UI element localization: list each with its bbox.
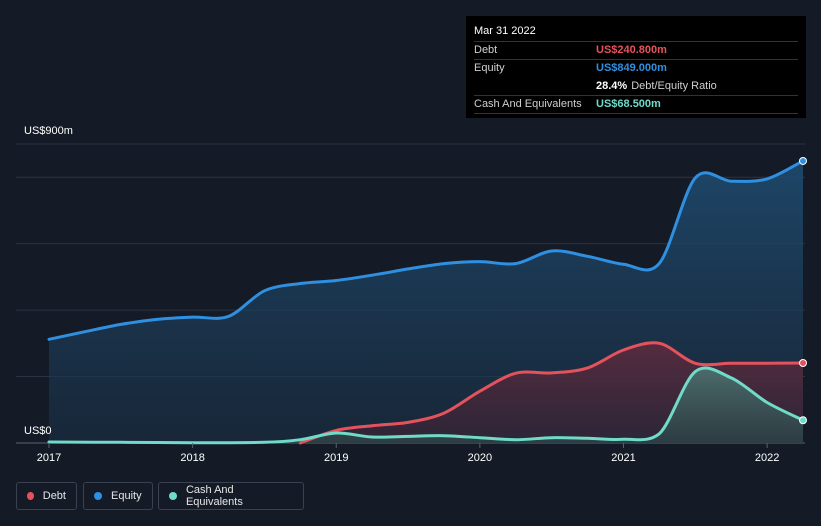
legend-cash[interactable]: Cash And Equivalents	[158, 482, 304, 510]
series-end-markers	[799, 156, 807, 425]
y-axis-bottom-label: US$0	[24, 425, 52, 437]
tooltip-panel: Mar 31 2022 Debt US$240.800m Equity US$8…	[466, 16, 806, 118]
tooltip-equity-row: Equity US$849.000m	[474, 59, 798, 77]
tooltip-equity-value: US$849.000m	[596, 62, 667, 74]
legend-equity[interactable]: Equity	[83, 482, 153, 510]
legend-equity-label: Equity	[111, 490, 142, 502]
series-areas	[49, 160, 803, 443]
x-tick-label: 2021	[611, 452, 635, 464]
equity-end-marker[interactable]	[799, 156, 807, 165]
x-axis-ticks: 2017 2018 2019 2020 2021 2022	[37, 443, 779, 464]
cash-line	[47, 366, 805, 445]
x-tick-label: 2017	[37, 452, 61, 464]
x-tick-label: 2018	[180, 452, 204, 464]
cash-area	[49, 368, 803, 443]
cash-end-marker[interactable]	[799, 416, 807, 425]
equity-dot-icon	[94, 492, 102, 500]
tooltip-debt-value: US$240.800m	[596, 44, 667, 56]
cash-dot-icon	[169, 492, 177, 500]
tooltip-cash-label: Cash And Equivalents	[474, 98, 582, 110]
equity-line	[47, 159, 805, 341]
tooltip-cash-row: Cash And Equivalents US$68.500m	[474, 95, 798, 114]
debt-line	[298, 341, 805, 445]
debt-end-marker[interactable]	[799, 359, 807, 368]
legend-debt-label: Debt	[42, 490, 66, 502]
series-lines	[47, 159, 805, 445]
tooltip-ratio-row: 28.4% Debt/Equity Ratio	[474, 77, 798, 95]
x-tick-label: 2019	[324, 452, 348, 464]
legend-cash-label: Cash And Equivalents	[185, 484, 243, 508]
tooltip-date: Mar 31 2022	[474, 25, 536, 37]
x-tick-label: 2020	[468, 452, 492, 464]
tooltip-debt-row: Debt US$240.800m	[474, 41, 798, 59]
tooltip-cash-value: US$68.500m	[596, 98, 661, 110]
tooltip-ratio-value: 28.4%	[596, 80, 628, 92]
y-axis-top-label: US$900m	[24, 125, 73, 137]
tooltip-ratio-label: Debt/Equity Ratio	[631, 80, 717, 92]
tooltip-debt-label: Debt	[474, 44, 498, 56]
debt-dot-icon	[27, 492, 34, 500]
tooltip-equity-label: Equity	[474, 62, 505, 74]
legend-debt[interactable]: Debt	[16, 482, 77, 510]
x-tick-label: 2022	[755, 452, 779, 464]
